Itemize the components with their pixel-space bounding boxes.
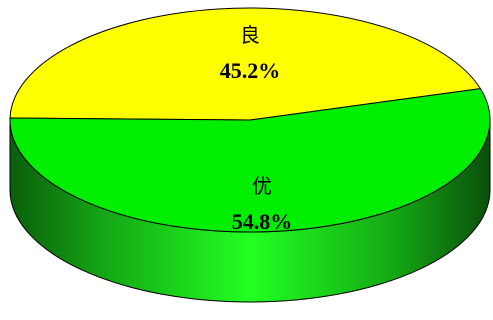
slice-label-1: 优: [252, 174, 272, 198]
slice-value-label-0: 45.2%: [220, 58, 281, 83]
slice-value-label-1: 54.8%: [232, 209, 293, 234]
slice-label-0: 良: [240, 23, 260, 47]
